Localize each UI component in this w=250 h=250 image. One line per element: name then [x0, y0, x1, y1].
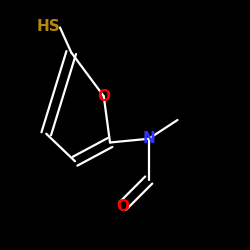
Text: N: N — [142, 131, 155, 146]
Text: HS: HS — [37, 19, 60, 34]
Text: O: O — [116, 199, 129, 214]
Text: O: O — [97, 89, 110, 104]
